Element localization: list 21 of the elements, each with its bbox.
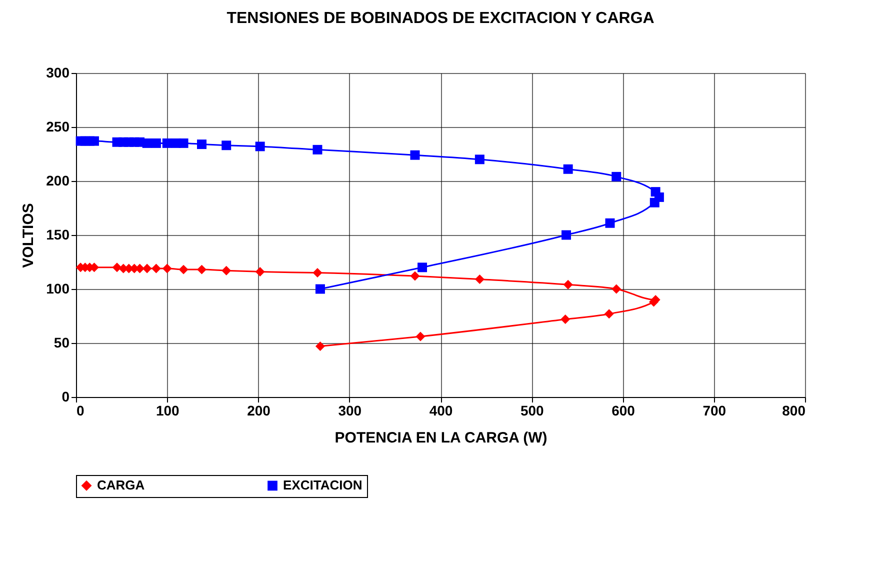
legend-label: EXCITACION (283, 478, 362, 493)
y-tick-label: 100 (46, 280, 70, 296)
y-tick-label: 150 (46, 226, 70, 242)
chart-title: TENSIONES DE BOBINADOS DE EXCITACION Y CARGA (226, 10, 655, 27)
y-tick-label: 300 (46, 64, 70, 80)
x-tick-label: 100 (156, 402, 180, 418)
y-tick-label: 200 (46, 172, 70, 188)
x-tick-label: 400 (429, 402, 453, 418)
y-tick-label: 250 (46, 118, 70, 134)
y-tick-label: 0 (62, 388, 70, 404)
x-tick-label: 0 (76, 402, 84, 418)
x-tick-label: 300 (338, 402, 362, 418)
x-tick-label: 700 (702, 402, 726, 418)
y-tick-label: 50 (54, 334, 70, 350)
x-tick-label: 200 (247, 402, 271, 418)
x-tick-label: 500 (520, 402, 544, 418)
legend-label: CARGA (97, 478, 146, 493)
x-axis-title: POTENCIA EN LA CARGA (W) (334, 430, 548, 446)
x-tick-label: 600 (612, 402, 636, 418)
y-axis-title: VOLTIOS (20, 203, 38, 268)
x-tick-label: 800 (782, 402, 806, 418)
